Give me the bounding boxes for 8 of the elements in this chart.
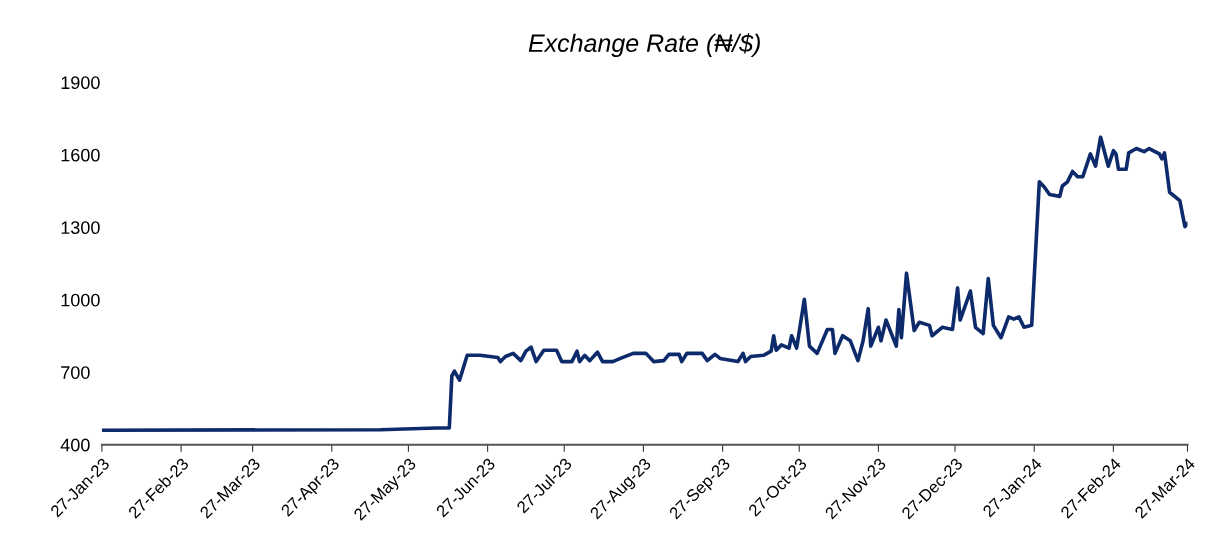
- line-series: [101, 135, 1188, 433]
- y-tick-label: 1000: [61, 293, 100, 307]
- chart-title: Exchange Rate (₦/$): [528, 33, 760, 57]
- y-tick-label: 1300: [61, 221, 100, 235]
- y-tick-label: 1600: [61, 148, 100, 162]
- y-tick-label: 400: [60, 438, 90, 452]
- y-tick-label: 1900: [61, 76, 100, 90]
- y-tick-label: 700: [61, 366, 90, 379]
